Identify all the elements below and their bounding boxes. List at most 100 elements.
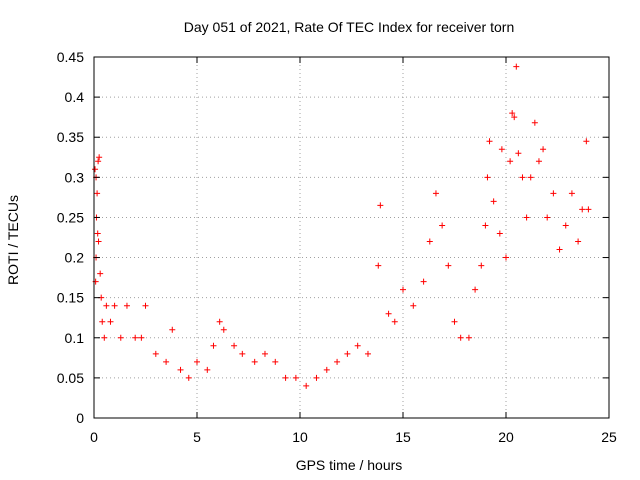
data-point <box>515 150 522 157</box>
data-point <box>585 206 592 213</box>
ticks-layer: 0 0.05 0.1 0.15 0.2 0.25 0.3 0.35 0.4 0.45 0 5 10 15 2… <box>57 49 617 445</box>
data-point <box>579 206 586 213</box>
data-point <box>95 238 102 245</box>
data-point <box>400 286 406 293</box>
x-tick-label: 0 <box>90 429 98 445</box>
data-point <box>519 174 526 181</box>
data-point <box>94 230 101 237</box>
data-point <box>420 278 427 285</box>
data-point <box>523 214 530 221</box>
data-point <box>107 318 114 325</box>
data-point <box>117 334 124 341</box>
data-point <box>451 318 458 325</box>
data-point <box>531 119 538 126</box>
data-point <box>216 318 223 325</box>
data-point <box>465 334 472 341</box>
data-point <box>527 174 534 181</box>
data-point <box>103 302 110 309</box>
data-point <box>323 366 330 373</box>
data-point <box>484 174 491 181</box>
x-tick-label: 10 <box>292 429 308 445</box>
data-point <box>185 374 192 381</box>
y-tick-label: 0.45 <box>57 49 84 65</box>
data-point <box>375 262 382 269</box>
data-point <box>556 246 563 253</box>
y-tick-label: 0.05 <box>57 370 84 386</box>
data-point <box>498 146 505 153</box>
data-point <box>313 374 320 381</box>
data-point <box>490 198 497 205</box>
data-point <box>377 202 384 209</box>
data-point <box>544 214 551 221</box>
data-point <box>292 374 299 381</box>
chart-title: Day 051 of 2021, Rate Of TEC Index for r… <box>184 19 514 35</box>
data-point <box>513 63 520 70</box>
y-tick-label: 0.2 <box>65 250 85 266</box>
data-point <box>169 326 176 333</box>
data-point <box>152 350 159 357</box>
y-tick-label: 0.3 <box>65 169 85 185</box>
data-point <box>482 222 489 229</box>
data-point <box>163 358 170 365</box>
x-axis-label: GPS time / hours <box>296 457 403 473</box>
data-point <box>496 230 503 237</box>
y-axis-label: ROTI / TECUs <box>5 195 21 285</box>
y-tick-label: 0.25 <box>57 209 84 225</box>
data-point <box>177 366 184 373</box>
data-point <box>220 326 227 333</box>
data-point <box>550 190 557 197</box>
x-tick-label: 5 <box>193 429 201 445</box>
data-point <box>507 158 514 165</box>
data-point <box>194 358 200 365</box>
data-point <box>535 158 542 165</box>
data-point <box>94 190 101 197</box>
data-point <box>96 154 103 161</box>
y-tick-label: 0.4 <box>65 89 85 105</box>
data-point <box>95 158 102 165</box>
x-tick-label: 25 <box>601 429 617 445</box>
data-point <box>142 302 149 309</box>
data-point <box>272 358 279 365</box>
data-point <box>282 374 289 381</box>
data-point <box>334 358 341 365</box>
data-point <box>503 254 509 261</box>
y-tick-label: 0.35 <box>57 129 84 145</box>
y-tick-label: 0 <box>76 410 84 426</box>
data-point <box>231 342 238 349</box>
x-tick-label: 20 <box>498 429 514 445</box>
data-point <box>239 350 246 357</box>
data-point <box>410 302 417 309</box>
data-point <box>210 342 217 349</box>
data-point <box>583 138 590 145</box>
data-point <box>511 114 518 121</box>
data-point <box>445 262 452 269</box>
data-point <box>391 318 398 325</box>
data-point <box>92 166 99 173</box>
data-point <box>486 138 493 145</box>
data-point <box>251 358 258 365</box>
data-point <box>344 350 351 357</box>
data-point <box>261 350 268 357</box>
data-point <box>568 190 575 197</box>
data-point <box>562 222 569 229</box>
data-point <box>364 350 371 357</box>
data-point <box>97 270 104 277</box>
data-point <box>575 238 582 245</box>
y-tick-label: 0.15 <box>57 290 84 306</box>
data-point <box>540 146 547 153</box>
data-point <box>138 334 145 341</box>
data-point <box>123 302 130 309</box>
points-layer <box>92 63 592 389</box>
data-point <box>478 262 485 269</box>
data-point <box>385 310 392 317</box>
grid-layer <box>94 57 609 418</box>
data-point <box>439 222 446 229</box>
plot-frame <box>93 56 610 419</box>
data-point <box>509 110 516 117</box>
data-point <box>101 334 108 341</box>
data-point <box>432 190 439 197</box>
data-point <box>111 302 118 309</box>
